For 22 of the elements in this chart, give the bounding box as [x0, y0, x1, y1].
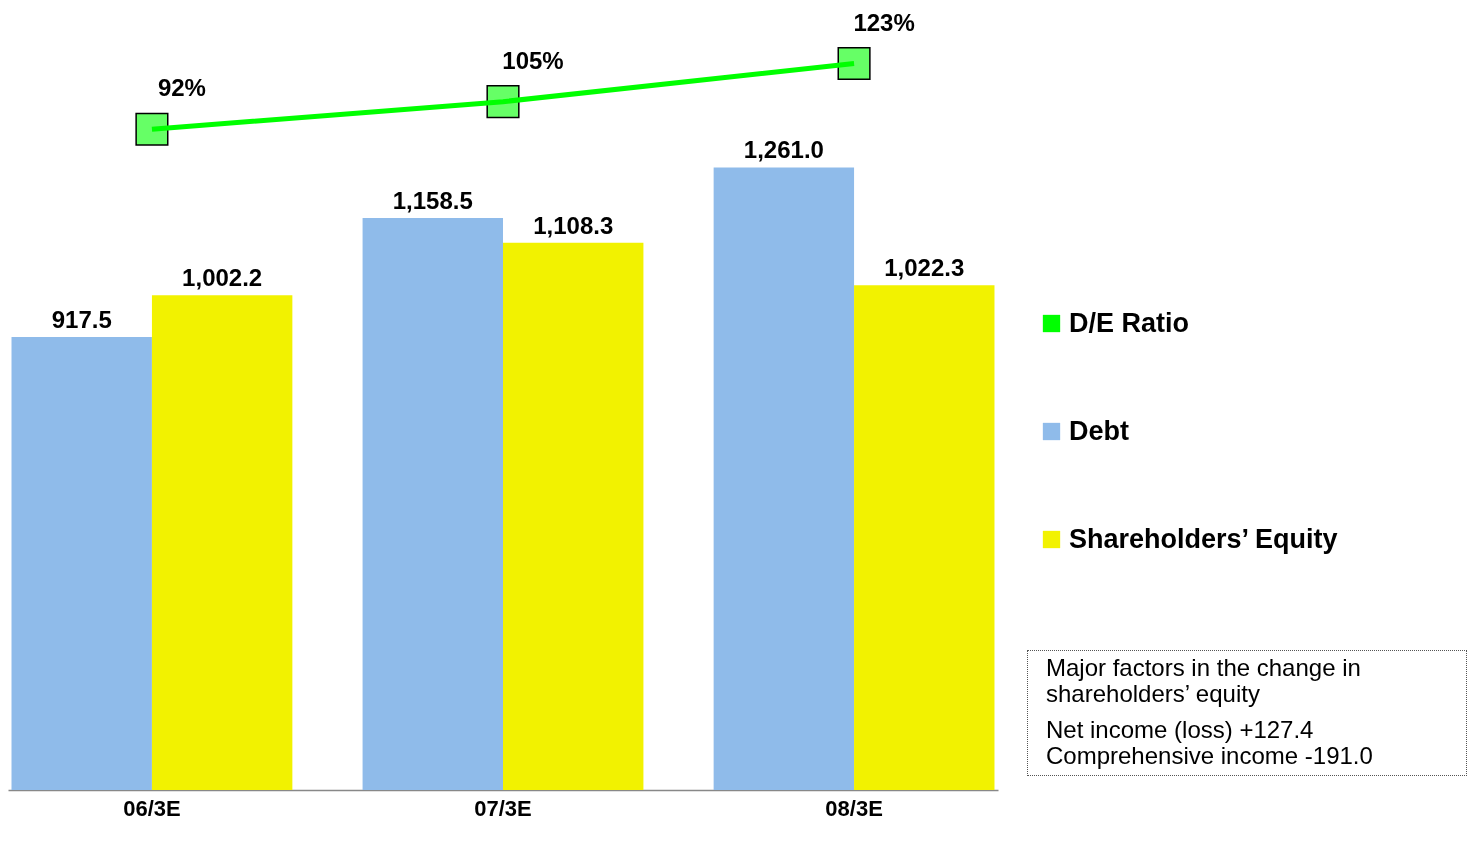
legend-label: D/E Ratio: [1069, 307, 1190, 338]
bar: [713, 167, 855, 790]
x-tick-label: 08/3E: [825, 795, 883, 821]
bar: [503, 242, 644, 790]
bar: [854, 285, 995, 790]
note-box: Major factors in the change in shareholders’ equity Net income (loss) +127.4 Comprehensive income -191.0: [1027, 650, 1467, 776]
data-label: 917.5: [51, 305, 112, 333]
x-tick-label: 06/3E: [123, 795, 181, 821]
data-label: 1,158.5: [392, 186, 473, 214]
data-label: 1,002.2: [182, 264, 263, 292]
legend-label: Debt: [1069, 415, 1130, 446]
legend-label: Shareholders’ Equity: [1069, 523, 1338, 554]
data-label: 1,108.3: [533, 211, 614, 239]
data-label: 105%: [502, 46, 564, 74]
data-label: 1,261.0: [743, 136, 824, 164]
bar: [362, 217, 503, 790]
data-label: 92%: [157, 74, 206, 102]
data-label: 1,022.3: [884, 254, 965, 282]
bar: [11, 336, 152, 790]
bar: [151, 295, 293, 790]
data-label: 123%: [853, 8, 915, 36]
x-tick-label: 07/3E: [474, 795, 532, 821]
